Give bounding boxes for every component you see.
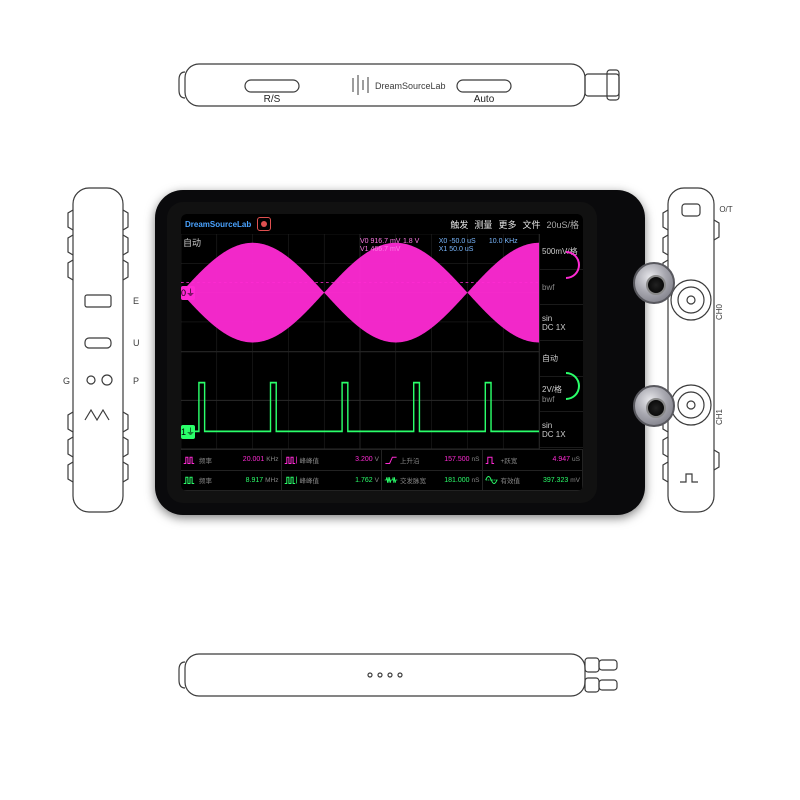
measure-vpp-1[interactable]: 峰峰值1.762V — [282, 471, 383, 492]
right-outline-view: O/T CH0 CH1 — [660, 180, 735, 520]
menu-more[interactable]: 更多 — [498, 218, 516, 231]
ch1-tag[interactable]: 1⏚ — [181, 425, 195, 439]
ch1-auto[interactable]: 自动 — [540, 341, 583, 377]
measurement-bar: 频率20.001KHz峰峰值3.200V上升沿157.500nS+跃宽4.947… — [181, 449, 583, 491]
logo-label: DreamSourceLab — [185, 220, 251, 229]
measure-vpp-0[interactable]: 峰峰值3.200V — [282, 450, 383, 471]
measure-freq-0[interactable]: 频率20.001KHz — [181, 450, 282, 471]
top-outline-view: R/S Auto DreamSourceLab — [175, 50, 625, 120]
plot-ch0[interactable]: 自动 0⏚ V0 916.7 mV V1 466.7 mV 1.8 V X0 -… — [181, 234, 539, 352]
brand-label-top: DreamSourceLab — [375, 81, 446, 91]
menu-file[interactable]: 文件 — [522, 218, 540, 231]
measure-vrms-1[interactable]: 有效值397.323mV — [483, 471, 584, 492]
bnc-ch0[interactable] — [633, 262, 675, 304]
device-body: DreamSourceLab 触发 测量 更多 文件 20uS/格 自动 0⏚ … — [155, 190, 645, 515]
ch0-cursor-dx: 10.0 KHz — [489, 238, 518, 246]
menu-measure[interactable]: 测量 — [474, 218, 492, 231]
menu-bar: DreamSourceLab 触发 测量 更多 文件 20uS/格 — [181, 214, 583, 234]
plot-ch1[interactable]: 1⏚ — [181, 352, 539, 449]
screen[interactable]: DreamSourceLab 触发 测量 更多 文件 20uS/格 自动 0⏚ … — [181, 214, 583, 491]
left-outline-view: E U G P — [55, 180, 140, 520]
menu-trigger[interactable]: 触发 — [450, 218, 468, 231]
ch1-coupling[interactable]: sin DC 1X — [540, 412, 583, 448]
measure-burst-1[interactable]: 交发脉宽181.000nS — [382, 471, 483, 492]
bottom-outline-view — [175, 640, 625, 710]
ch0-auto-label: 自动 — [183, 236, 201, 249]
record-icon[interactable] — [257, 217, 271, 231]
auto-button-label: Auto — [474, 94, 495, 105]
channel-strip: 500mV/格 bwf sin DC 1X 自动 2V/格 bwf sin DC… — [539, 234, 583, 449]
ch0-cursor-v: V0 916.7 mV V1 466.7 mV — [360, 238, 400, 254]
svg-text:E: E — [133, 296, 139, 306]
measure-pduty-0[interactable]: +跃宽4.947uS — [483, 450, 584, 471]
svg-text:G: G — [63, 376, 70, 386]
ch0-cursor-x: X0 -50.0 uS X1 50.0 uS — [439, 238, 476, 254]
measure-freq-1[interactable]: 频率8.917MHz — [181, 471, 282, 492]
svg-text:P: P — [133, 376, 139, 386]
svg-text:U: U — [133, 338, 140, 348]
ch0-tag[interactable]: 0⏚ — [181, 286, 195, 300]
ch0-cursor-dv: 1.8 V — [403, 238, 419, 246]
svg-text:O/T: O/T — [719, 205, 732, 214]
ch0-bw[interactable]: bwf — [540, 270, 583, 306]
ch0-coupling[interactable]: sin DC 1X — [540, 305, 583, 341]
measure-rise-0[interactable]: 上升沿157.500nS — [382, 450, 483, 471]
bnc-ch1[interactable] — [633, 385, 675, 427]
svg-text:CH0: CH0 — [715, 303, 724, 320]
timebase-label[interactable]: 20uS/格 — [546, 218, 579, 231]
svg-text:CH1: CH1 — [715, 408, 724, 425]
rs-button-label: R/S — [264, 94, 281, 105]
plot-area: 自动 0⏚ V0 916.7 mV V1 466.7 mV 1.8 V X0 -… — [181, 234, 539, 449]
